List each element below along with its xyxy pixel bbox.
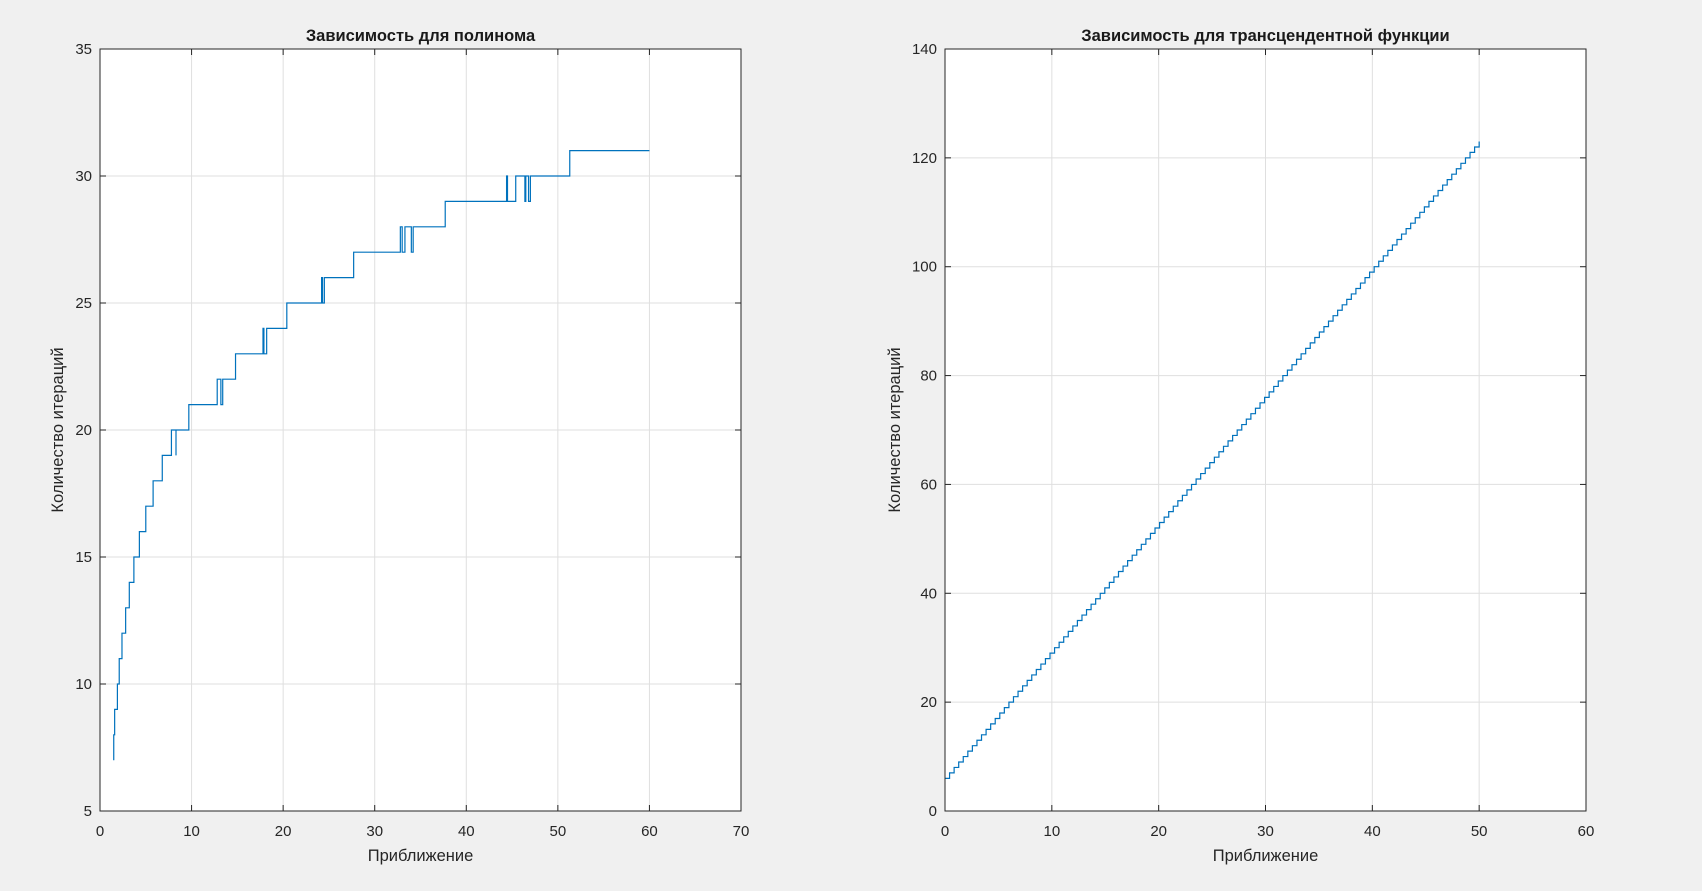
- chart-polynomial-ytick-label: 20: [75, 422, 92, 439]
- chart-transcendental-ytick-label: 80: [920, 368, 937, 385]
- chart-transcendental-series: [945, 141, 1480, 779]
- chart-transcendental-xtick-label: 30: [1257, 823, 1274, 840]
- chart-polynomial-xtick-label: 0: [96, 823, 104, 840]
- chart-transcendental-xtick-label: 10: [1043, 823, 1060, 840]
- chart-polynomial-xtick-label: 60: [641, 823, 658, 840]
- chart-transcendental-ytick-label: 140: [912, 41, 937, 58]
- chart-transcendental-xtick-label: 50: [1471, 823, 1488, 840]
- chart-polynomial-series: [113, 150, 650, 761]
- chart-transcendental-title: Зависимость для трансцендентной функции: [1081, 27, 1449, 45]
- chart-transcendental-ticks: 0 10 20 30 40 50 60 0 20 40 60 80 100 120 140: [912, 41, 1594, 840]
- chart-polynomial-ticks: 0 10 20 30 40 50 60 70 5 10 15 20 25 30 35: [75, 41, 749, 840]
- chart-polynomial-grid: [100, 49, 741, 811]
- chart-polynomial-xtick-label: 50: [550, 823, 567, 840]
- chart-transcendental-grid: [945, 49, 1586, 811]
- chart-transcendental-ytick-label: 120: [912, 150, 937, 167]
- chart-polynomial-xtick-label: 30: [366, 823, 383, 840]
- chart-polynomial-ytick-label: 25: [75, 295, 92, 312]
- chart-polynomial: 0 10 20 30 40 50 60 70 5 10 15 20 25 30 35 Зависимость…: [49, 27, 749, 865]
- chart-transcendental-xtick-label: 60: [1578, 823, 1595, 840]
- chart-transcendental-xtick-label: 20: [1150, 823, 1167, 840]
- chart-polynomial-xtick-label: 20: [275, 823, 292, 840]
- chart-transcendental-xtick-label: 40: [1364, 823, 1381, 840]
- chart-transcendental-ytick-label: 100: [912, 259, 937, 276]
- chart-polynomial-xtick-label: 10: [183, 823, 200, 840]
- chart-transcendental-ytick-label: 20: [920, 694, 937, 711]
- chart-transcendental-ylabel: Количество итераций: [886, 347, 904, 512]
- chart-transcendental-series-line: [945, 141, 1480, 779]
- chart-transcendental-xlabel: Приближение: [1213, 847, 1319, 865]
- chart-transcendental: 0 10 20 30 40 50 60 0 20 40 60 80 100 120 140 Зависимо…: [886, 27, 1594, 865]
- chart-transcendental-ytick-label: 0: [929, 803, 937, 820]
- chart-polynomial-ytick-label: 35: [75, 41, 92, 58]
- chart-polynomial-ytick-label: 10: [75, 676, 92, 693]
- chart-polynomial-ytick-label: 30: [75, 168, 92, 185]
- chart-polynomial-xtick-label: 40: [458, 823, 475, 840]
- chart-polynomial-ytick-label: 15: [75, 549, 92, 566]
- chart-polynomial-xtick-label: 70: [733, 823, 750, 840]
- chart-transcendental-ytick-label: 60: [920, 476, 937, 493]
- chart-polynomial-title: Зависимость для полинома: [306, 27, 536, 45]
- chart-transcendental-xtick-label: 0: [941, 823, 949, 840]
- chart-polynomial-ylabel: Количество итераций: [49, 347, 67, 512]
- chart-polynomial-ytick-label: 5: [84, 803, 92, 820]
- chart-polynomial-xlabel: Приближение: [368, 847, 474, 865]
- chart-polynomial-series-line: [113, 150, 650, 761]
- chart-transcendental-ytick-label: 40: [920, 585, 937, 602]
